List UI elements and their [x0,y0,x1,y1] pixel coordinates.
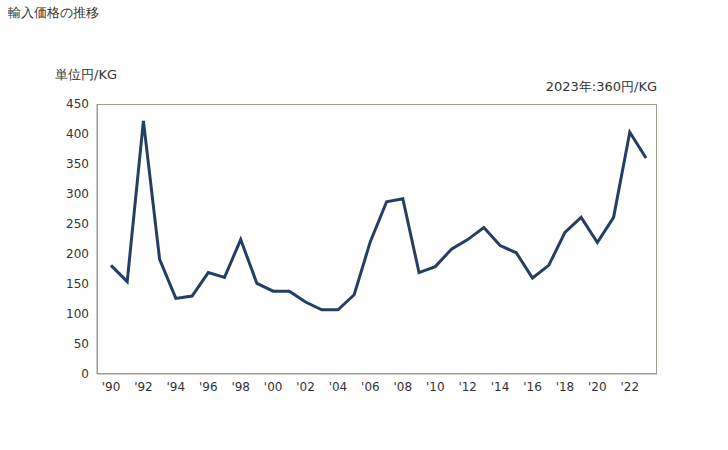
svg-text:'02: '02 [296,380,315,394]
html-text:輸入価格の推移: 輸入価格の推移 [8,5,99,20]
svg-text:350: 350 [66,157,89,171]
html-text:2023年:360円/KG: 2023年:360円/KG [545,79,657,94]
svg-text:200: 200 [66,247,89,261]
svg-text:150: 150 [66,277,89,291]
svg-text:'98: '98 [231,380,250,394]
svg-text:300: 300 [66,187,89,201]
svg-text:'96: '96 [199,380,218,394]
svg-text:'14: '14 [491,380,510,394]
svg-text:'06: '06 [361,380,380,394]
svg-text:'92: '92 [134,380,153,394]
svg-text:'16: '16 [523,380,542,394]
svg-text:'22: '22 [620,380,639,394]
svg-text:'12: '12 [458,380,477,394]
svg-text:450: 450 [66,97,89,111]
svg-text:250: 250 [66,217,89,231]
svg-text:400: 400 [66,127,89,141]
svg-text:50: 50 [74,337,89,351]
svg-text:'90: '90 [102,380,121,394]
svg-text:'94: '94 [167,380,186,394]
svg-text:100: 100 [66,307,89,321]
svg-text:'20: '20 [588,380,607,394]
svg-text:'18: '18 [556,380,575,394]
svg-text:0: 0 [81,367,89,381]
html-text:単位円/KG: 単位円/KG [55,67,117,82]
svg-text:'08: '08 [394,380,413,394]
svg-text:'10: '10 [426,380,445,394]
svg-text:'00: '00 [264,380,283,394]
svg-text:'04: '04 [329,380,348,394]
